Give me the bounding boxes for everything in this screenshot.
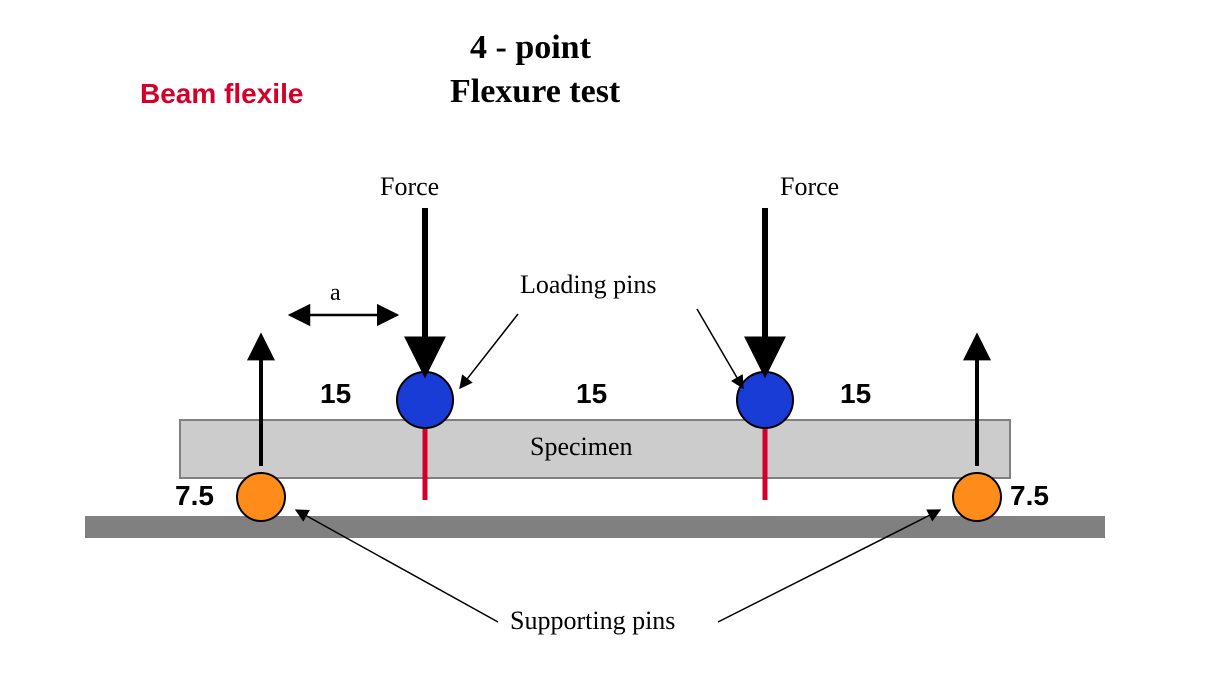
base-bar [85, 516, 1105, 538]
num-15-center: 15 [576, 378, 607, 410]
supporting-pin-left [237, 473, 285, 521]
num-15-left: 15 [320, 378, 351, 410]
num-75-right: 7.5 [1010, 480, 1049, 512]
loading-pins-label: Loading pins [520, 270, 657, 300]
dim-a-label: a [330, 280, 341, 307]
callout-loading-left [460, 314, 518, 388]
num-15-right: 15 [840, 378, 871, 410]
supporting-pins-label: Supporting pins [510, 606, 675, 636]
num-75-left: 7.5 [175, 480, 214, 512]
callout-loading-right [697, 309, 743, 388]
title-line2: Flexure test [450, 72, 620, 111]
loading-pin-left [397, 372, 453, 428]
title-line1: 4 - point [470, 28, 591, 67]
supporting-pin-right [953, 473, 1001, 521]
specimen-label: Specimen [530, 432, 633, 462]
diagram-stage: { "canvas": { "w": 1212, "h": 697, "bg":… [0, 0, 1212, 697]
force-label-left: Force [380, 172, 439, 202]
force-label-right: Force [780, 172, 839, 202]
red-annotation: Beam flexile [140, 78, 303, 110]
loading-pin-right [737, 372, 793, 428]
